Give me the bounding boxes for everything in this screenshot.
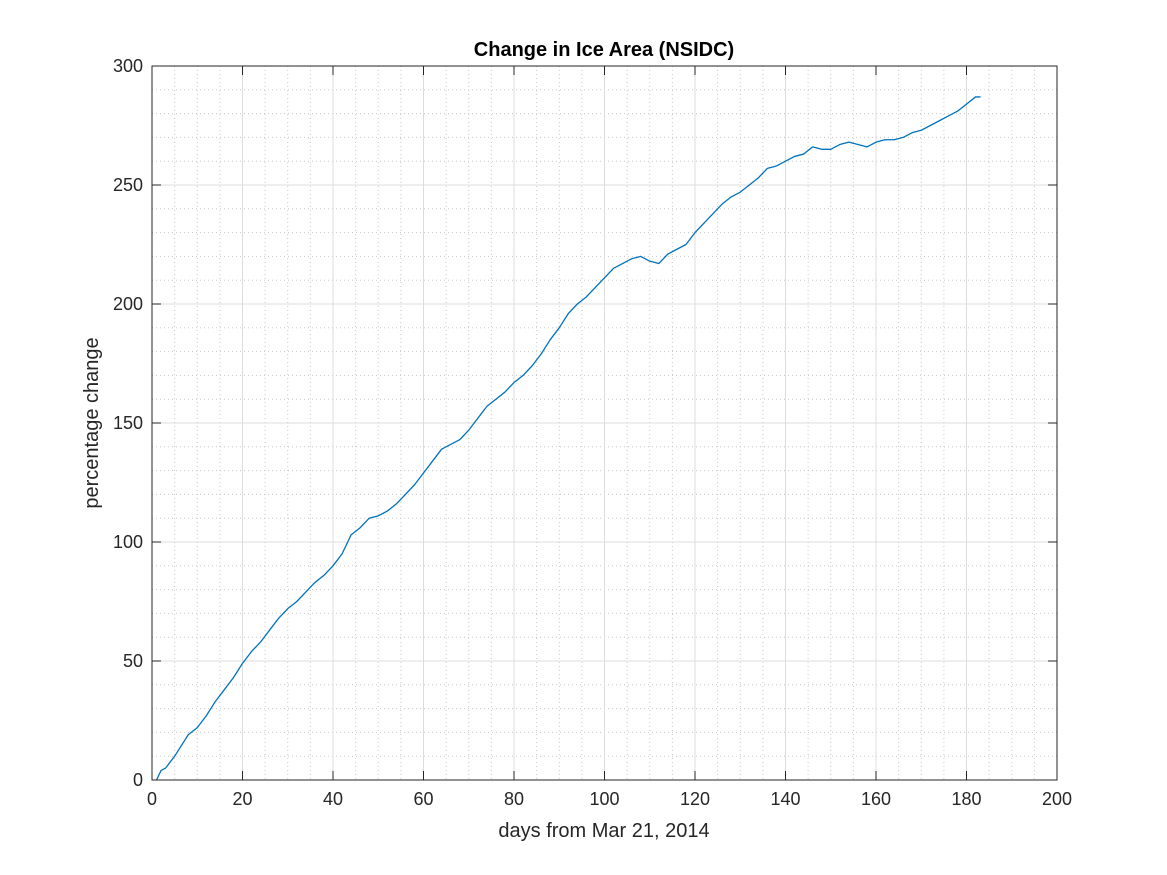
y-tick-labels: 0 50 100 150 200 250 300 xyxy=(113,56,143,790)
x-tick-label: 160 xyxy=(861,789,891,809)
y-tick-label: 200 xyxy=(113,294,143,314)
x-tick-label: 80 xyxy=(504,789,524,809)
y-tick-label: 250 xyxy=(113,175,143,195)
y-tick-label: 0 xyxy=(133,770,143,790)
x-tick-label: 0 xyxy=(147,789,157,809)
x-tick-label: 40 xyxy=(323,789,343,809)
tick-marks xyxy=(151,65,1058,781)
x-tick-label: 140 xyxy=(770,789,800,809)
data-layer xyxy=(155,96,981,781)
x-tick-label: 100 xyxy=(589,789,619,809)
y-tick-label: 300 xyxy=(113,56,143,76)
x-tick-labels: 0 20 40 60 80 100 120 140 160 180 200 xyxy=(147,789,1072,809)
x-tick-label: 180 xyxy=(951,789,981,809)
y-tick-label: 150 xyxy=(113,413,143,433)
y-tick-label: 100 xyxy=(113,532,143,552)
y-tick-label: 50 xyxy=(123,651,143,671)
y-axis-label: percentage change xyxy=(81,337,103,508)
x-axis-label: days from Mar 21, 2014 xyxy=(498,820,709,842)
x-tick-label: 120 xyxy=(680,789,710,809)
x-tick-label: 60 xyxy=(413,789,433,809)
x-tick-label: 20 xyxy=(232,789,252,809)
chart-title: Change in Ice Area (NSIDC) xyxy=(474,39,734,61)
x-tick-label: 200 xyxy=(1042,789,1072,809)
series-line xyxy=(155,96,981,781)
